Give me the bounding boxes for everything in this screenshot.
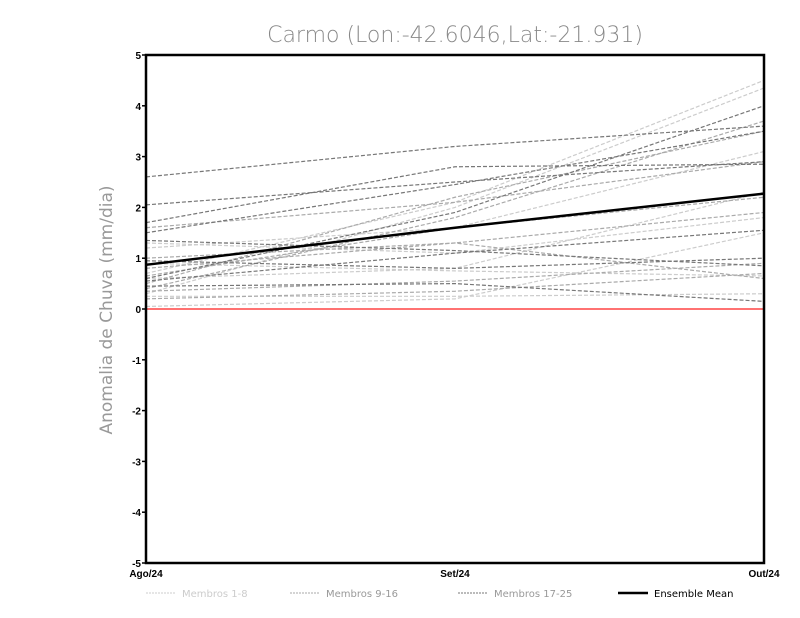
member-line-g2-0: [145, 120, 765, 290]
y-tick-label: -3: [132, 457, 141, 468]
y-axis-label: Anomalia de Chuva (mm/dia): [97, 185, 117, 434]
member-line-g1-3: [145, 262, 765, 277]
member-line-g2-2: [145, 130, 765, 285]
member-line-g3-0: [145, 125, 765, 178]
x-tick-label: Set/24: [440, 569, 470, 580]
member-line-g2-7: [145, 196, 765, 277]
member-line-g3-1: [145, 161, 765, 206]
member-line-g2-6: [145, 262, 765, 292]
y-tick-label: 0: [135, 305, 141, 316]
legend-label-0: Membros 1-8: [182, 589, 248, 600]
y-tick-label: -5: [132, 559, 141, 570]
ensemble-mean-line: [145, 192, 765, 267]
x-tick-label: Ago/24: [129, 569, 163, 580]
member-line-g1-0: [145, 79, 765, 275]
member-line-g3-7: [145, 239, 765, 267]
member-line-g1-7: [145, 216, 765, 254]
member-line-g3-8: [145, 105, 765, 280]
member-line-g1-2: [145, 232, 765, 308]
legend-label-1: Membros 9-16: [326, 589, 398, 600]
member-line-g3-3: [145, 163, 765, 224]
x-tick-label: Out/24: [748, 569, 780, 580]
legend-label-3: Ensemble Mean: [654, 589, 733, 600]
legend-label-2: Membros 17-25: [494, 589, 572, 600]
member-line-g3-2: [145, 130, 765, 234]
member-line-g2-5: [145, 211, 765, 269]
member-line-g3-4: [145, 229, 765, 282]
member-line-g3-6: [145, 282, 765, 302]
member-line-g3-5: [145, 257, 765, 269]
y-tick-label: -4: [132, 508, 141, 519]
y-tick-label: 2: [135, 203, 141, 214]
y-tick-label: 4: [135, 102, 141, 113]
y-tick-label: -1: [132, 356, 141, 367]
member-line-g2-3: [145, 272, 765, 300]
y-tick-label: 3: [135, 153, 141, 164]
chart-title: Carmo (Lon:-42.6046,Lat:-21.931): [267, 23, 643, 48]
y-tick-label: 5: [135, 51, 141, 62]
y-tick-label: -2: [132, 407, 141, 418]
member-line-g1-1: [145, 87, 765, 295]
member-line-g1-4: [145, 150, 765, 249]
member-line-g2-4: [145, 161, 765, 229]
y-tick-label: 1: [135, 254, 141, 265]
